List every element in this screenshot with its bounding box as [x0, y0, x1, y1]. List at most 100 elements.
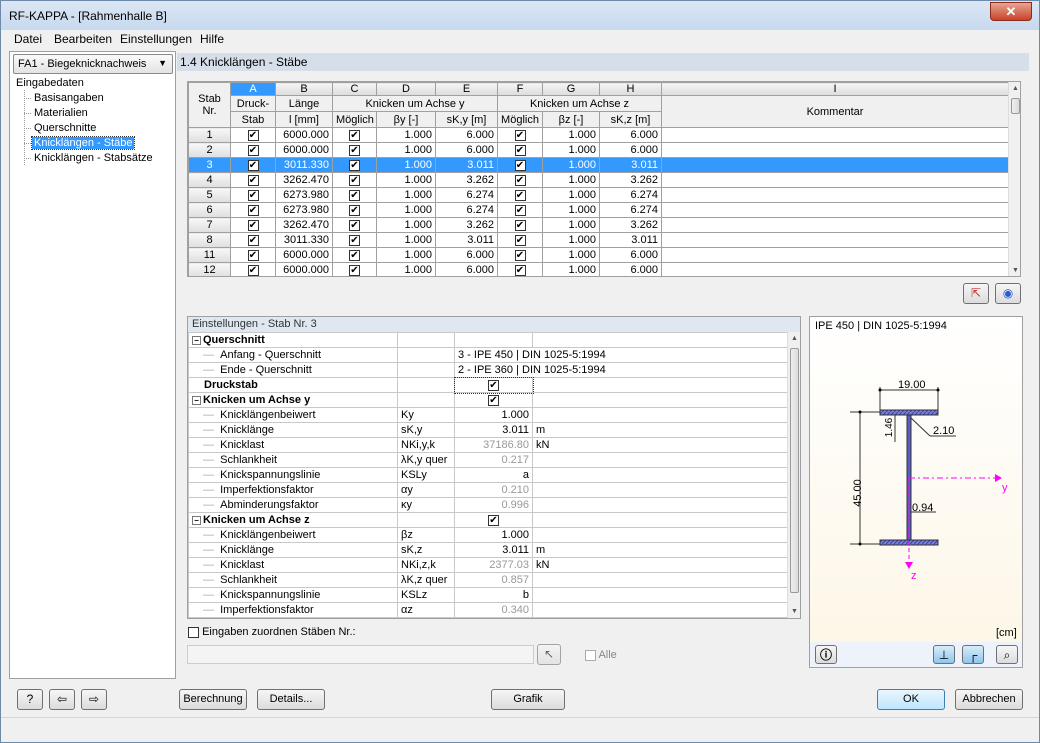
- beta-y-cell[interactable]: 1.000: [376, 202, 436, 218]
- collapse-icon[interactable]: −: [192, 515, 201, 525]
- settings-scrollbar[interactable]: ▲ ▼: [787, 332, 800, 618]
- sk-y-cell[interactable]: 3.011: [435, 232, 498, 248]
- settings-row[interactable]: — Imperfektionsfaktor αy 0.210: [188, 482, 788, 498]
- group-header[interactable]: − Querschnitt: [188, 332, 398, 348]
- checkbox-checked-icon[interactable]: ✔: [349, 174, 360, 186]
- tree-item-querschnitte[interactable]: Querschnitte: [34, 122, 97, 134]
- assign-checkbox[interactable]: Eingaben zuordnen Stäben Nr.:: [188, 626, 356, 638]
- export-data-button[interactable]: ⇨: [81, 689, 107, 710]
- settings-row[interactable]: — Knickspannungslinie KSLz b: [188, 587, 788, 603]
- checkbox-checked-icon[interactable]: ✔: [514, 159, 526, 171]
- export-button[interactable]: ⇱: [963, 283, 989, 304]
- moeglich-y-cell[interactable]: ✔: [332, 127, 377, 143]
- beta-y-cell[interactable]: 1.000: [376, 217, 436, 233]
- moeglich-y-cell[interactable]: ✔: [332, 172, 377, 188]
- druckstab-cell[interactable]: ✔: [230, 172, 276, 188]
- col-letter-f[interactable]: F: [497, 82, 543, 96]
- beta-z-cell[interactable]: 1.000: [542, 172, 600, 188]
- settings-row[interactable]: — Schlankheit λK,y quer 0.217: [188, 452, 788, 468]
- settings-row[interactable]: — Knicklast NKi,y,k 37186.80 kN: [188, 437, 788, 453]
- beta-y-cell[interactable]: 1.000: [376, 247, 436, 263]
- checkbox-checked-icon[interactable]: ✔: [247, 159, 259, 171]
- beta-z-cell[interactable]: 1.000: [542, 127, 600, 143]
- moeglich-y-cell[interactable]: ✔: [332, 217, 377, 233]
- sk-z-cell[interactable]: 3.011: [599, 157, 662, 173]
- kommentar-cell[interactable]: [661, 217, 1009, 233]
- settings-row[interactable]: − Knicken um Achse z ✔: [188, 512, 788, 528]
- abbrechen-button[interactable]: Abbrechen: [955, 689, 1023, 710]
- checkbox-checked-icon[interactable]: ✔: [514, 264, 526, 276]
- scroll-up-icon[interactable]: ▲: [1012, 85, 1019, 92]
- settings-row[interactable]: — Knicklast NKi,z,k 2377.03 kN: [188, 557, 788, 573]
- checkbox-checked-icon[interactable]: ✔: [488, 379, 499, 391]
- moeglich-z-cell[interactable]: ✔: [497, 142, 543, 158]
- case-dropdown[interactable]: FA1 - Biegeknicknachweis ▼: [13, 54, 173, 74]
- scroll-thumb[interactable]: [790, 348, 799, 593]
- checkbox-checked-icon[interactable]: ✔: [349, 264, 360, 276]
- table-row[interactable]: 7 ✔ 3262.470 ✔ 1.000 3.262 ✔ 1.000 3.262: [188, 217, 1009, 233]
- row-number[interactable]: 7: [188, 217, 231, 233]
- druckstab-cell[interactable]: ✔: [230, 187, 276, 203]
- grid-scrollbar[interactable]: ▲ ▼: [1008, 82, 1020, 276]
- checkbox-checked-icon[interactable]: ✔: [514, 189, 526, 201]
- tree-item-basisangaben[interactable]: Basisangaben: [34, 92, 104, 104]
- moeglich-z-cell[interactable]: ✔: [497, 157, 543, 173]
- druckstab-cell[interactable]: ✔: [230, 247, 276, 263]
- sk-y-cell[interactable]: 6.274: [435, 187, 498, 203]
- settings-row[interactable]: — Knickspannungslinie KSLy a: [188, 467, 788, 483]
- checkbox-checked-icon[interactable]: ✔: [349, 189, 360, 201]
- col-letter-h[interactable]: H: [599, 82, 662, 96]
- value-cell[interactable]: 2 - IPE 360 | DIN 1025-5:1994: [454, 362, 788, 378]
- laenge-cell[interactable]: 3262.470: [275, 172, 333, 188]
- value-cell[interactable]: 1.000: [454, 407, 533, 423]
- col-letter-a[interactable]: A: [230, 82, 276, 96]
- scroll-down-icon[interactable]: ▼: [1012, 267, 1019, 274]
- value-cell[interactable]: 1.000: [454, 527, 533, 543]
- kommentar-cell[interactable]: [661, 142, 1009, 158]
- druckstab-cell[interactable]: ✔: [230, 127, 276, 143]
- value-cell[interactable]: a: [454, 467, 533, 483]
- laenge-cell[interactable]: 3011.330: [275, 157, 333, 173]
- checkbox-checked-icon[interactable]: ✔: [488, 394, 499, 406]
- kommentar-cell[interactable]: [661, 187, 1009, 203]
- checkbox-checked-icon[interactable]: ✔: [349, 234, 360, 246]
- moeglich-z-cell[interactable]: ✔: [497, 247, 543, 263]
- kommentar-cell[interactable]: [661, 202, 1009, 218]
- col-letter-g[interactable]: G: [542, 82, 600, 96]
- sk-y-cell[interactable]: 6.274: [435, 202, 498, 218]
- col-letter-e[interactable]: E: [435, 82, 498, 96]
- checkbox-checked-icon[interactable]: ✔: [247, 249, 259, 261]
- beta-y-cell[interactable]: 1.000: [376, 262, 436, 276]
- reset-view-button[interactable]: ⌕: [996, 645, 1018, 664]
- group-header[interactable]: − Knicken um Achse y: [188, 392, 398, 408]
- moeglich-y-cell[interactable]: ✔: [332, 232, 377, 248]
- moeglich-z-cell[interactable]: ✔: [497, 187, 543, 203]
- settings-row[interactable]: — Ende - Querschnitt 2 - IPE 360 | DIN 10…: [188, 362, 788, 378]
- axes-button[interactable]: ┌: [962, 645, 984, 664]
- moeglich-y-cell[interactable]: ✔: [332, 262, 377, 276]
- moeglich-z-cell[interactable]: ✔: [497, 202, 543, 218]
- table-row[interactable]: 3 ✔ 3011.330 ✔ 1.000 3.011 ✔ 1.000 3.011: [188, 157, 1009, 173]
- sk-z-cell[interactable]: 6.000: [599, 247, 662, 263]
- pick-members-button[interactable]: ↖: [537, 644, 561, 665]
- menu-bearbeiten[interactable]: Bearbeiten: [54, 32, 113, 46]
- scroll-up-icon[interactable]: ▲: [791, 335, 798, 342]
- checkbox-checked-icon[interactable]: ✔: [247, 234, 259, 246]
- checkbox-checked-icon[interactable]: ✔: [514, 129, 526, 141]
- value-cell[interactable]: ✔: [454, 512, 533, 528]
- table-row[interactable]: 8 ✔ 3011.330 ✔ 1.000 3.011 ✔ 1.000 3.011: [188, 232, 1009, 248]
- sk-z-cell[interactable]: 3.262: [599, 172, 662, 188]
- laenge-cell[interactable]: 6000.000: [275, 127, 333, 143]
- row-number[interactable]: 5: [188, 187, 231, 203]
- table-row[interactable]: 12 ✔ 6000.000 ✔ 1.000 6.000 ✔ 1.000 6.000: [188, 262, 1009, 276]
- row-number[interactable]: 6: [188, 202, 231, 218]
- checkbox-checked-icon[interactable]: ✔: [514, 234, 526, 246]
- kommentar-cell[interactable]: [661, 262, 1009, 276]
- moeglich-y-cell[interactable]: ✔: [332, 187, 377, 203]
- sk-y-cell[interactable]: 6.000: [435, 247, 498, 263]
- menu-einstellungen[interactable]: Einstellungen: [120, 32, 193, 46]
- kommentar-cell[interactable]: [661, 172, 1009, 188]
- beta-z-cell[interactable]: 1.000: [542, 262, 600, 276]
- menu-datei[interactable]: Datei: [14, 32, 43, 46]
- laenge-cell[interactable]: 3262.470: [275, 217, 333, 233]
